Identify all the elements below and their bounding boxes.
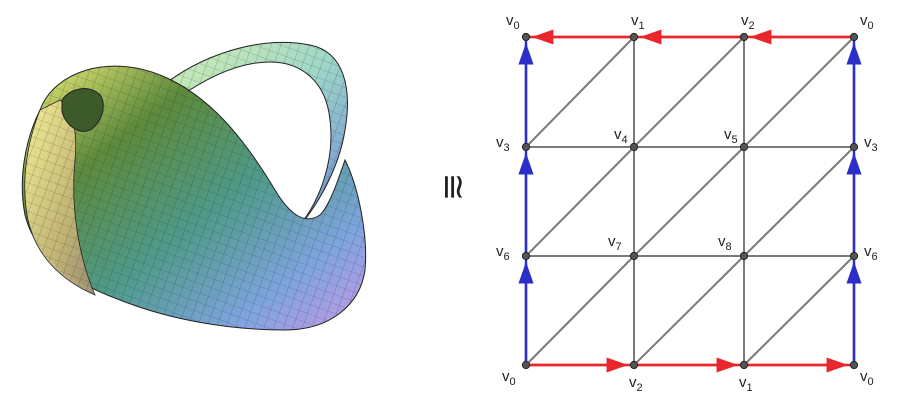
vertex-letter: v (724, 126, 732, 143)
vertex-index: 1 (639, 20, 645, 32)
vertex-letter: v (631, 12, 639, 29)
vertex-index: 7 (616, 241, 622, 253)
vertex-index: 8 (726, 241, 732, 253)
vertex-dot-left-v6 (521, 251, 531, 261)
vertex-letter: v (496, 243, 504, 260)
vertex-dot-bottom-v1 (739, 360, 749, 370)
congruence-symbol: ≅ (433, 173, 473, 202)
vertex-index: 2 (749, 20, 755, 32)
vertex-index: 1 (747, 382, 753, 394)
grid-diagonal (743, 36, 855, 148)
vertex-dot-bottom-left-v0 (521, 360, 531, 370)
vertex-index: 6 (504, 251, 510, 263)
vertex-index: 0 (868, 376, 874, 388)
vertex-label-top-right-v0: v0 (860, 12, 874, 32)
grid-diagonal (525, 36, 635, 148)
vertex-letter: v (496, 134, 504, 151)
vertex-letter: v (741, 12, 749, 29)
vertex-label-right-v3: v3 (864, 134, 878, 154)
vertex-label-center-v5: v5 (724, 126, 738, 146)
vertex-letter: v (864, 134, 872, 151)
vertex-letter: v (864, 243, 872, 260)
vertex-letter: v (860, 368, 868, 385)
vertex-index: 3 (504, 142, 510, 154)
vertex-label-center-v7: v7 (608, 233, 622, 253)
vertex-dot-bottom-right-v0 (849, 360, 859, 370)
grid-diagonal (633, 36, 745, 148)
vertex-letter: v (718, 233, 726, 250)
vertex-label-top-v2: v2 (741, 12, 755, 32)
vertex-label-left-v6: v6 (496, 243, 510, 263)
vertex-letter: v (506, 12, 514, 29)
vertex-index: 0 (514, 20, 520, 32)
vertex-letter: v (629, 374, 637, 391)
vertex-dot-top-right-v0 (849, 32, 859, 42)
vertex-dot-right-v3 (849, 142, 859, 152)
vertex-dot-center-v8 (739, 251, 749, 261)
vertex-letter: v (614, 126, 622, 143)
vertex-index: 2 (637, 382, 643, 394)
vertex-dot-bottom-v2 (629, 360, 639, 370)
vertex-label-bottom-right-v0: v0 (860, 368, 874, 388)
vertex-letter: v (860, 12, 868, 29)
vertex-label-bottom-v1: v1 (739, 374, 753, 394)
vertex-label-center-v8: v8 (718, 233, 732, 253)
vertex-dot-center-v5 (739, 142, 749, 152)
vertex-label-top-v1: v1 (631, 12, 645, 32)
vertex-dot-left-v3 (521, 142, 531, 152)
vertex-label-bottom-left-v0: v0 (502, 368, 516, 388)
grid-diagonal (525, 255, 635, 366)
vertex-dot-center-v7 (629, 251, 639, 261)
vertex-letter: v (608, 233, 616, 250)
vertex-label-left-v3: v3 (496, 134, 510, 154)
grid-diagonal (525, 146, 635, 257)
vertex-dot-top-left-v0 (521, 32, 531, 42)
grid-diagonal (743, 146, 855, 257)
vertex-index: 4 (622, 134, 628, 146)
vertex-dot-right-v6 (849, 251, 859, 261)
vertex-label-right-v6: v6 (864, 243, 878, 263)
vertex-index: 6 (872, 251, 878, 263)
vertex-index: 0 (510, 376, 516, 388)
vertex-dot-center-v4 (629, 142, 639, 152)
grid-diagonal (633, 255, 745, 366)
vertex-index: 0 (868, 20, 874, 32)
vertex-letter: v (502, 368, 510, 385)
klein-bottle-surface (21, 41, 367, 331)
vertex-dot-top-v1 (629, 32, 639, 42)
grid-diagonal (633, 146, 745, 257)
grid-diagonal (743, 255, 855, 366)
vertex-letter: v (739, 374, 747, 391)
vertex-index: 3 (872, 142, 878, 154)
vertex-label-center-v4: v4 (614, 126, 628, 146)
vertex-label-bottom-v2: v2 (629, 374, 643, 394)
vertex-label-top-left-v0: v0 (506, 12, 520, 32)
vertex-index: 5 (732, 134, 738, 146)
vertex-dot-top-v2 (739, 32, 749, 42)
